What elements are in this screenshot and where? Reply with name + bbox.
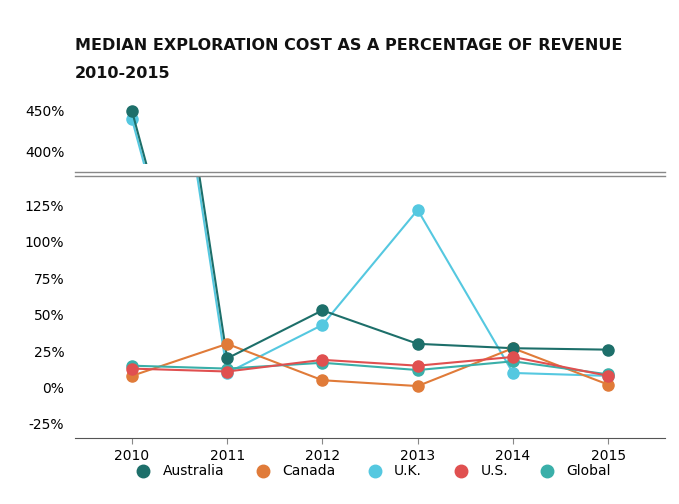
Text: 2010-2015: 2010-2015 <box>75 66 170 81</box>
Text: MEDIAN EXPLORATION COST AS A PERCENTAGE OF REVENUE: MEDIAN EXPLORATION COST AS A PERCENTAGE … <box>75 38 622 53</box>
Legend: Australia, Canada, U.K., U.S., Global: Australia, Canada, U.K., U.S., Global <box>124 459 617 484</box>
